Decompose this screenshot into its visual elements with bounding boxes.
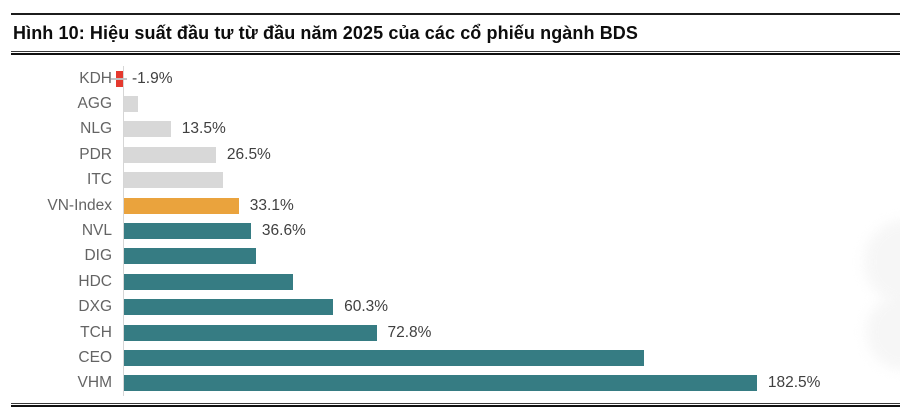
bar-tch bbox=[124, 324, 377, 341]
bar-nlg bbox=[124, 121, 171, 138]
category-label: PDR bbox=[79, 145, 112, 163]
category-label: DXG bbox=[78, 298, 112, 316]
chart-row: VN-Index 33.1% bbox=[0, 193, 900, 218]
chart-row: TCH 72.8% bbox=[0, 320, 900, 345]
bar-pdr bbox=[124, 146, 216, 163]
title-divider-thin-line bbox=[11, 51, 900, 52]
chart-row: AGG bbox=[0, 91, 900, 116]
chart-rows: KDH -1.9% AGG NLG 13.5% PDR 26.5% ITC VN-Index 33… bbox=[0, 66, 900, 396]
category-label: ITC bbox=[87, 171, 112, 189]
category-label: AGG bbox=[77, 95, 112, 113]
category-label: CEO bbox=[78, 349, 112, 367]
bar-nvl bbox=[124, 223, 251, 240]
bar-vn-index bbox=[124, 197, 239, 214]
category-label: TCH bbox=[80, 323, 112, 341]
category-label: NLG bbox=[80, 120, 112, 138]
bar-hdc bbox=[124, 273, 293, 290]
value-label: 26.5% bbox=[226, 145, 271, 163]
axis-tick bbox=[111, 77, 127, 80]
bar-agg bbox=[124, 96, 139, 113]
chart-row: NLG 13.5% bbox=[0, 117, 900, 142]
value-label: 60.3% bbox=[344, 298, 389, 316]
chart-row: DIG bbox=[0, 244, 900, 269]
bottom-rule bbox=[11, 403, 900, 408]
value-label: 36.6% bbox=[261, 222, 306, 240]
chart-row: KDH -1.9% bbox=[0, 66, 900, 91]
category-label: DIG bbox=[84, 247, 112, 265]
value-label: 33.1% bbox=[249, 196, 294, 214]
category-label: VHM bbox=[77, 374, 112, 392]
bar-chart: KDH -1.9% AGG NLG 13.5% PDR 26.5% ITC VN-Index 33… bbox=[0, 64, 900, 398]
title-divider-thick-line bbox=[11, 53, 900, 55]
value-label: 13.5% bbox=[181, 120, 226, 138]
value-label: 182.5% bbox=[767, 374, 821, 392]
bar-itc bbox=[124, 172, 224, 189]
y-axis-line bbox=[123, 66, 124, 396]
value-label: -1.9% bbox=[132, 69, 173, 87]
chart-row: HDC bbox=[0, 269, 900, 294]
bar-vhm bbox=[124, 375, 757, 392]
category-label: KDH bbox=[79, 69, 112, 87]
chart-row: ITC bbox=[0, 168, 900, 193]
top-rule bbox=[11, 13, 900, 15]
chart-title: Hình 10: Hiệu suất đầu tư từ đầu năm 202… bbox=[13, 23, 638, 43]
category-label: VN-Index bbox=[47, 196, 112, 214]
chart-row: CEO bbox=[0, 345, 900, 370]
bottom-rule-thick-line bbox=[11, 405, 900, 407]
value-label: 72.8% bbox=[387, 323, 432, 341]
chart-row: PDR 26.5% bbox=[0, 142, 900, 167]
chart-row: NVL 36.6% bbox=[0, 218, 900, 243]
bar-ceo bbox=[124, 350, 645, 367]
bar-dxg bbox=[124, 299, 334, 316]
bottom-rule-thin-line bbox=[11, 403, 900, 404]
chart-row: DXG 60.3% bbox=[0, 295, 900, 320]
bar-dig bbox=[124, 248, 256, 265]
category-label: HDC bbox=[78, 272, 112, 290]
category-label: NVL bbox=[81, 222, 112, 240]
title-divider bbox=[11, 51, 900, 56]
chart-row: VHM 182.5% bbox=[0, 371, 900, 396]
